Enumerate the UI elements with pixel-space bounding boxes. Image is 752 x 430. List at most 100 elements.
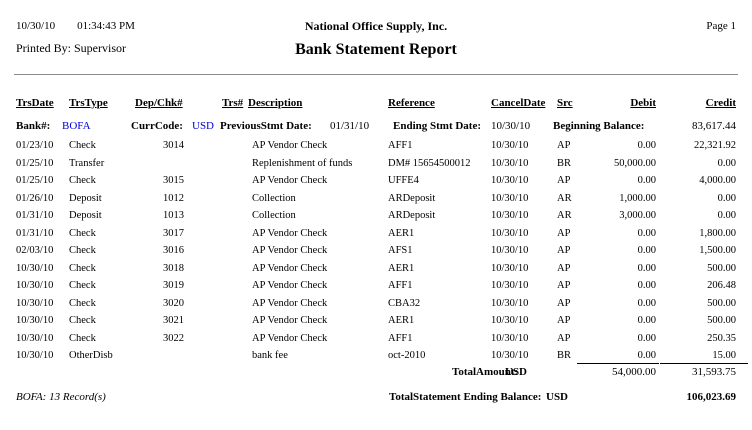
- cell-trsdate: 10/30/10: [16, 297, 54, 309]
- cell-description: AP Vendor Check: [252, 140, 328, 151]
- table-row: 10/30/10 Check 3021 AP Vendor Check AER1…: [0, 312, 752, 330]
- cell-depchk: 3014: [163, 140, 184, 151]
- cell-debit: 0.00: [637, 140, 656, 151]
- cell-trsdate: 10/30/10: [16, 332, 54, 344]
- cell-canceldate: 10/30/10: [491, 332, 529, 344]
- table-row: 01/25/10 Transfer Replenishment of funds…: [0, 155, 752, 173]
- cell-canceldate: 10/30/10: [491, 315, 529, 326]
- cell-trsdate: 01/25/10: [16, 157, 54, 169]
- cell-debit: 0.00: [637, 227, 656, 239]
- cell-description: bank fee: [252, 350, 288, 361]
- cell-credit: 0.00: [717, 157, 736, 169]
- cell-canceldate: 10/30/10: [491, 210, 529, 221]
- cell-trsdate: 01/25/10: [16, 175, 54, 186]
- cell-description: Collection: [252, 192, 296, 204]
- cell-reference: AER1: [388, 262, 415, 274]
- cell-depchk: 3021: [163, 315, 184, 326]
- header-divider: [14, 74, 738, 75]
- cell-description: AP Vendor Check: [252, 297, 328, 309]
- cell-depchk: 3015: [163, 175, 184, 186]
- cell-trstype: OtherDisb: [69, 350, 113, 361]
- cell-src: AR: [557, 192, 572, 204]
- table-row: 10/30/10 Check 3018 AP Vendor Check AER1…: [0, 260, 752, 278]
- cell-credit: 500.00: [707, 262, 736, 274]
- cell-reference: AFS1: [388, 245, 413, 256]
- prev-stmt-label: PreviousStmt Date:: [220, 120, 312, 132]
- cell-description: AP Vendor Check: [252, 245, 328, 256]
- cell-depchk: 1013: [163, 210, 184, 221]
- cell-depchk: 3018: [163, 262, 184, 274]
- cell-canceldate: 10/30/10: [491, 350, 529, 361]
- total-debit-value: 54,000.00: [612, 366, 656, 378]
- cell-debit: 1,000.00: [619, 192, 656, 204]
- cell-canceldate: 10/30/10: [491, 175, 529, 186]
- print-date-time: 10/30/10 01:34:43 PM: [16, 20, 135, 32]
- cell-trsdate: 01/23/10: [16, 140, 54, 151]
- bank-value-link[interactable]: BOFA: [62, 120, 91, 132]
- cell-trstype: Check: [69, 175, 96, 186]
- cell-description: AP Vendor Check: [252, 280, 328, 291]
- cell-trstype: Check: [69, 262, 96, 274]
- cell-trsdate: 10/30/10: [16, 262, 54, 274]
- cell-reference: AFF1: [388, 140, 413, 151]
- cell-credit: 206.48: [707, 280, 736, 291]
- beginning-balance-label: Beginning Balance:: [553, 120, 645, 132]
- cell-reference: ARDeposit: [388, 210, 436, 221]
- cell-src: AP: [557, 280, 571, 291]
- table-row: 01/23/10 Check 3014 AP Vendor Check AFF1…: [0, 137, 752, 155]
- table-row: 10/30/10 Check 3022 AP Vendor Check AFF1…: [0, 330, 752, 348]
- cell-description: AP Vendor Check: [252, 332, 328, 344]
- table-row: 01/31/10 Check 3017 AP Vendor Check AER1…: [0, 225, 752, 243]
- currcode-value-link[interactable]: USD: [192, 120, 215, 132]
- report-title: Bank Statement Report: [295, 41, 457, 58]
- cell-src: AP: [557, 175, 571, 186]
- cell-description: Replenishment of funds: [252, 157, 353, 169]
- col-header-src: Src: [557, 97, 573, 109]
- page-number: Page 1: [706, 20, 736, 32]
- cell-src: AP: [557, 140, 571, 151]
- cell-canceldate: 10/30/10: [491, 262, 529, 274]
- cell-debit: 0.00: [637, 332, 656, 344]
- col-header-description: Description: [248, 97, 303, 109]
- bank-label: Bank#:: [16, 120, 51, 132]
- ending-stmt-label: Ending Stmt Date:: [393, 120, 482, 132]
- cell-reference: DM# 15654500012: [388, 157, 471, 169]
- cell-depchk: 3019: [163, 280, 184, 291]
- cell-debit: 3,000.00: [619, 210, 656, 221]
- printed-by: Printed By: Supervisor: [16, 41, 126, 55]
- cell-src: AR: [557, 210, 572, 221]
- cell-debit: 0.00: [637, 315, 656, 326]
- cell-trstype: Check: [69, 140, 96, 151]
- col-header-trsdate: TrsDate: [16, 97, 54, 109]
- cell-trsdate: 01/31/10: [16, 227, 54, 239]
- cell-canceldate: 10/30/10: [491, 297, 529, 309]
- col-header-trsno: Trs#: [222, 97, 244, 109]
- credit-total-rule: [660, 363, 748, 364]
- table-row: 10/30/10 OtherDisb bank fee oct-2010 10/…: [0, 347, 752, 365]
- table-row: 02/03/10 Check 3016 AP Vendor Check AFS1…: [0, 242, 752, 260]
- cell-reference: AFF1: [388, 280, 413, 291]
- table-row: 01/31/10 Deposit 1013 Collection ARDepos…: [0, 207, 752, 225]
- cell-description: AP Vendor Check: [252, 175, 328, 186]
- cell-src: BR: [557, 157, 572, 169]
- cell-reference: UFFE4: [388, 175, 419, 186]
- ending-balance-currency: USD: [546, 391, 569, 403]
- cell-credit: 500.00: [707, 315, 736, 326]
- cell-trsdate: 10/30/10: [16, 350, 54, 361]
- cell-src: AP: [557, 245, 571, 256]
- beginning-balance-value: 83,617.44: [692, 120, 736, 132]
- cell-credit: 250.35: [707, 332, 736, 344]
- cell-depchk: 3022: [163, 332, 184, 344]
- cell-canceldate: 10/30/10: [491, 280, 529, 291]
- debit-total-rule: [577, 363, 659, 364]
- cell-credit: 1,800.00: [699, 227, 736, 239]
- print-time: 01:34:43 PM: [77, 20, 135, 32]
- cell-reference: CBA32: [388, 297, 421, 309]
- ending-balance-label: TotalStatement Ending Balance:: [389, 391, 542, 403]
- currcode-label: CurrCode:: [131, 120, 183, 132]
- cell-trsdate: 01/26/10: [16, 192, 54, 204]
- table-row: 10/30/10 Check 3020 AP Vendor Check CBA3…: [0, 295, 752, 313]
- cell-credit: 500.00: [707, 297, 736, 309]
- cell-debit: 0.00: [637, 262, 656, 274]
